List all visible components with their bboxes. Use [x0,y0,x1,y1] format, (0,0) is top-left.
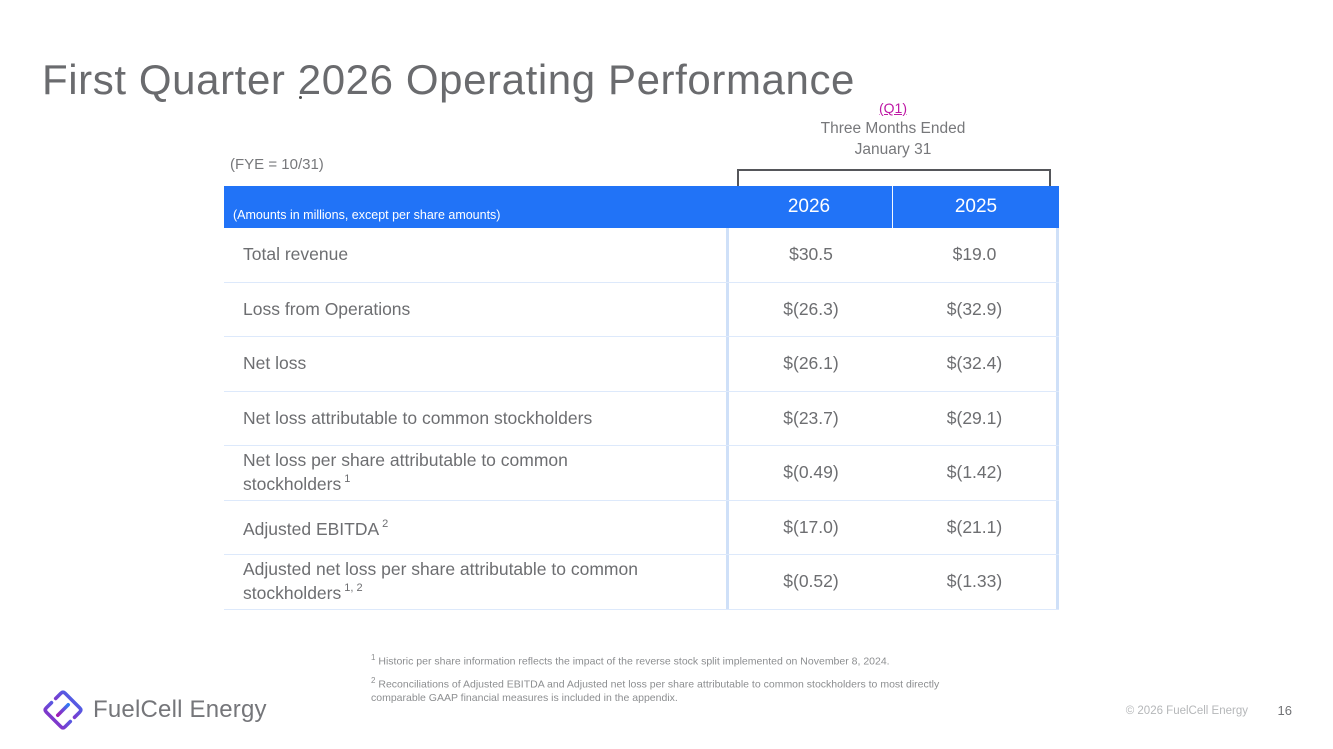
period-line2: January 31 [854,140,932,158]
value-2025: $(1.33) [946,571,1003,592]
page-title: First Quarter 2026 Operating Performance [42,56,856,104]
row-label: Net loss per share attributable to commo… [243,450,568,494]
value-2026: $(26.3) [783,298,839,319]
row-label: Total revenue [243,244,349,264]
financial-table: (Amounts in millions, except per share a… [224,186,1059,610]
column-bracket [737,169,1051,186]
row-label: Net loss [243,353,307,373]
value-2026: $(0.49) [783,462,839,483]
row-label: Net loss attributable to common stockhol… [243,407,593,428]
value-2025: $(1.42) [946,462,1003,483]
table-header-row: (Amounts in millions, except per share a… [224,186,1059,228]
column-header-2025: 2025 [954,196,998,217]
fuelcell-logo: FuelCell Energy [40,687,267,733]
footnote-marker: 2 [382,517,389,530]
value-2025: $(32.4) [946,353,1003,374]
value-2026: $(26.1) [783,353,839,374]
copyright-text: © 2026 FuelCell Energy [1125,705,1248,717]
logo-text: FuelCell Energy [93,696,267,723]
value-2025: $(29.1) [946,407,1003,428]
period-header: (Q1) Three Months Ended January 31 [726,100,1060,160]
row-label: Adjusted EBITDA 2 [243,517,389,539]
value-2025: $19.0 [952,244,997,265]
value-2026: $(17.0) [783,516,839,537]
value-2026: $30.5 [789,244,833,265]
value-2025: $(21.1) [946,516,1003,537]
stray-dot [299,96,302,99]
table-row: Adjusted EBITDA 2 $(17.0) $(21.1) [224,500,1059,555]
page-number: 16 [1277,703,1292,718]
fuelcell-logo-icon [43,690,83,730]
value-2025: $(32.9) [946,298,1003,319]
fiscal-year-note: (FYE = 10/31) [230,156,324,173]
table-units-note: (Amounts in millions, except per share a… [233,208,501,222]
value-2026: $(23.7) [783,407,839,428]
table-row: Net loss attributable to common stockhol… [224,391,1059,446]
column-header-2026: 2026 [726,186,893,228]
table-row: Loss from Operations $(26.3) $(32.9) [224,282,1059,337]
footnote-marker: 1 [344,472,351,485]
period-line1: Three Months Ended [820,120,966,137]
footnote-marker: 1, 2 [344,581,363,594]
table-row: Total revenue $30.5 $19.0 [224,228,1059,283]
footnote-2: 2 Reconciliations of Adjusted EBITDA and… [371,676,940,704]
q1-link[interactable]: (Q1) [879,100,907,116]
row-label: Loss from Operations [243,298,411,319]
footnote-1: 1 Historic per share information reflect… [371,653,890,668]
value-2026: $(0.52) [783,571,839,592]
row-label: Adjusted net loss per share attributable… [243,559,638,603]
table-row: Net loss per share attributable to commo… [224,446,1059,501]
footnotes: 1 Historic per share information reflect… [371,651,949,711]
table-row: Net loss $(26.1) $(32.4) [224,337,1059,392]
table-row: Adjusted net loss per share attributable… [224,555,1059,610]
